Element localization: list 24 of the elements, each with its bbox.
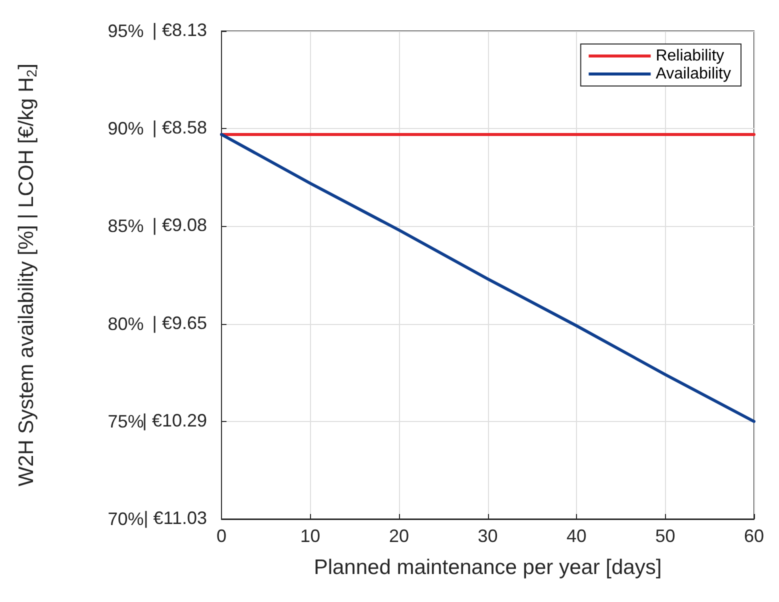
text: | €8.13 xyxy=(152,20,208,40)
y-tick-label: 85% xyxy=(108,216,144,236)
x-tick-label: 60 xyxy=(744,526,764,546)
y-axis-title: W2H System availability [%] | LCOH [€/kg H2] xyxy=(15,64,40,486)
text: | €9.08 xyxy=(152,215,208,236)
x-tick-label: 10 xyxy=(300,526,320,546)
y-tick-label: 90% xyxy=(108,118,144,139)
x-tick-label: 40 xyxy=(566,526,587,546)
legend-label: Reliability xyxy=(656,48,724,64)
line-series xyxy=(220,132,756,423)
text: | €8.58 xyxy=(152,118,208,138)
x-axis-title: Planned maintenance per year [days] xyxy=(314,556,662,579)
x-tick-label: 20 xyxy=(388,526,410,546)
y-tick-label: 95% xyxy=(108,21,144,41)
legend-label: Availability xyxy=(656,66,731,82)
y-tick-label: 80% xyxy=(108,314,144,334)
x-tick-label: 0 xyxy=(216,526,227,546)
y-tick-label: 75% xyxy=(108,411,144,432)
y-tick-label: 70% xyxy=(108,509,144,529)
x-tick-label: 50 xyxy=(655,526,676,546)
text: | €11.03 xyxy=(144,508,208,528)
text: | €10.29 xyxy=(142,410,208,430)
text: | €9.65 xyxy=(152,312,208,333)
x-tick-label: 30 xyxy=(478,526,498,546)
